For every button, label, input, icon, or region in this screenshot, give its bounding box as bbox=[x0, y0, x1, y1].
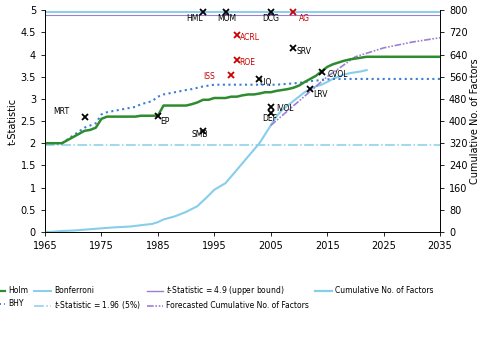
Text: MRT: MRT bbox=[54, 107, 70, 116]
Text: CVOL: CVOL bbox=[327, 70, 347, 79]
Text: AG: AG bbox=[299, 14, 310, 23]
Text: ACRL: ACRL bbox=[240, 33, 260, 42]
Text: EP: EP bbox=[160, 117, 170, 125]
Text: LRV: LRV bbox=[313, 90, 328, 99]
Text: HML: HML bbox=[186, 14, 202, 23]
Y-axis label: Cumulative No. of Factors: Cumulative No. of Factors bbox=[470, 58, 480, 184]
Text: DEF: DEF bbox=[262, 114, 277, 123]
Text: SMB: SMB bbox=[192, 130, 208, 139]
Text: DCG: DCG bbox=[262, 14, 279, 23]
Text: LIQ: LIQ bbox=[260, 77, 272, 87]
Text: SRV: SRV bbox=[296, 46, 311, 56]
Legend: Holm, BHY, Bonferroni, $t$-Statistic = 1.96 (5%), $t$-Statistic = 4.9 (upper bou: Holm, BHY, Bonferroni, $t$-Statistic = 1… bbox=[0, 284, 434, 311]
Text: ROE: ROE bbox=[240, 58, 256, 67]
Text: IVOL: IVOL bbox=[276, 104, 294, 113]
Text: ISS: ISS bbox=[203, 72, 215, 81]
Text: MOM: MOM bbox=[217, 14, 236, 23]
Y-axis label: t-Statistic: t-Statistic bbox=[8, 98, 18, 145]
